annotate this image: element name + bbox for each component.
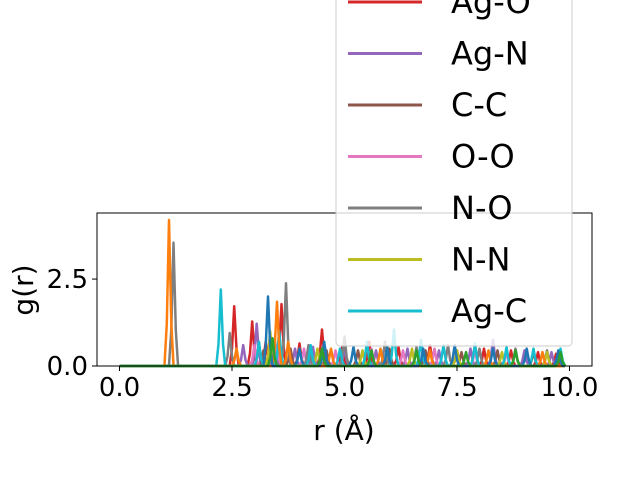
x-tick-label: 0.0 xyxy=(99,373,140,403)
x-tick-label: 10.0 xyxy=(541,373,599,403)
y-tick-label: 0.0 xyxy=(47,352,88,382)
legend-label: N-N xyxy=(451,241,510,279)
y-axis-label: g(r) xyxy=(7,264,40,315)
y-axis-ticks: 0.0 2.5 xyxy=(47,265,97,382)
legend-label: O-O xyxy=(451,138,515,176)
x-axis-label: r (Å) xyxy=(313,413,374,447)
x-tick-label: 2.5 xyxy=(211,373,252,403)
legend-label: C-C xyxy=(451,86,507,124)
y-tick-label: 2.5 xyxy=(47,265,88,295)
legend-label: N-O xyxy=(451,189,513,227)
x-axis-ticks: 0.0 2.5 5.0 7.5 10.0 xyxy=(99,366,599,403)
legend-entries: Ag-O Ag-N C-C O-O N-O N-N Ag-C xyxy=(348,0,531,330)
legend-label: Ag-N xyxy=(451,35,529,73)
x-tick-label: 5.0 xyxy=(324,373,365,403)
legend-label: Ag-C xyxy=(451,292,527,330)
x-tick-label: 7.5 xyxy=(436,373,477,403)
legend: Ag-O Ag-N C-C O-O N-O N-N Ag-C xyxy=(335,0,573,347)
legend-label: Ag-O xyxy=(451,0,531,21)
